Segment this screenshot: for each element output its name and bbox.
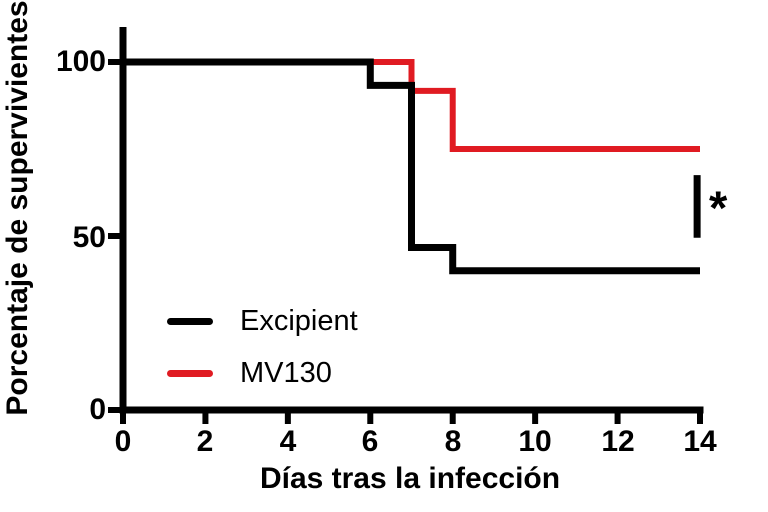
x-tick-label-12: 12 (601, 425, 635, 458)
series-line-excipient (123, 58, 700, 275)
x-tick-label-0: 0 (114, 425, 132, 458)
y-tick-label-0: 0 (89, 393, 106, 426)
x-tick-label-14: 14 (683, 425, 717, 458)
x-axis-title: Días tras la infección (259, 462, 561, 495)
x-tick-label-8: 8 (444, 425, 462, 458)
x-tick-label-10: 10 (518, 425, 552, 458)
x-tick-label-2: 2 (196, 425, 214, 458)
legend-label-mv130: MV130 (240, 357, 332, 389)
legend-swatch-mv130 (167, 370, 213, 377)
legend-swatch-excipient (167, 318, 213, 325)
legend-label-excipient: Excipient (240, 305, 358, 337)
y-tick-label-50: 50 (72, 221, 106, 254)
y-tick-label-100: 100 (55, 45, 106, 78)
significance-asterisk: * (709, 181, 728, 234)
x-tick-label-4: 4 (279, 425, 297, 458)
x-tick-label-6: 6 (361, 425, 379, 458)
